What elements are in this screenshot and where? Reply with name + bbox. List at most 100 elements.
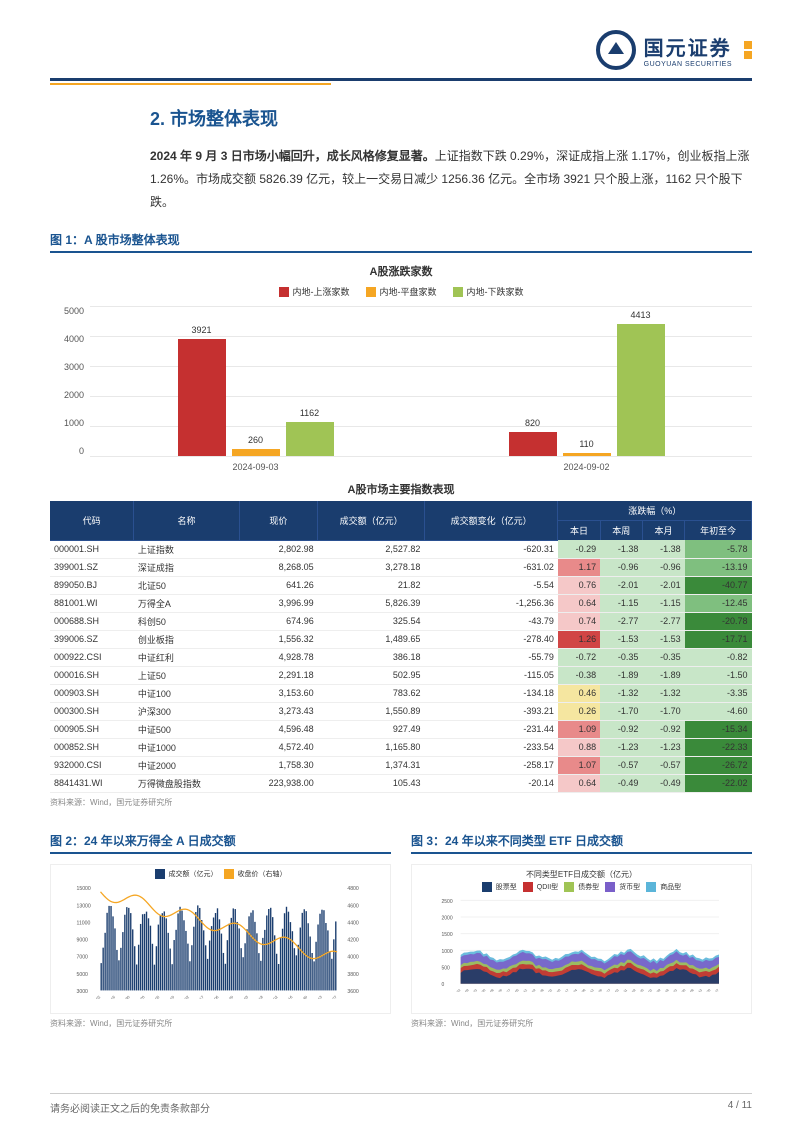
svg-text:5000: 5000 [77, 972, 89, 978]
fig1-caption: 图 1：A 股市场整体表现 [50, 231, 752, 253]
bar: 3921 [178, 339, 226, 457]
table-row: 000905.SH中证5004,596.48927.49-231.441.09-… [50, 720, 752, 738]
table-row: 000300.SH沪深3003,273.431,550.89-393.210.2… [50, 702, 752, 720]
svg-text:2024-01-02: 2024-01-02 [84, 995, 101, 999]
svg-text:2024-03-19: 2024-03-19 [158, 995, 175, 999]
table-row: 881001.WI万得全A3,996.995,826.39-1,256.360.… [50, 594, 752, 612]
table-row: 000922.CSI中证红利4,928.78386.18-55.79-0.72-… [50, 648, 752, 666]
fig1-plot: 500040003000200010000 392126011622024-09… [90, 306, 752, 456]
table-row: 000688.SH科创50674.96325.54-43.790.74-2.77… [50, 612, 752, 630]
svg-text:2024-07-16: 2024-07-16 [277, 995, 294, 999]
svg-text:3600: 3600 [347, 989, 359, 995]
svg-text:2024-05-06: 2024-05-06 [203, 995, 220, 999]
svg-text:1500: 1500 [442, 932, 453, 938]
svg-text:7000: 7000 [77, 955, 89, 961]
company-logo-icon [596, 30, 636, 70]
fig1-chart-title: A股涨跌家数 [50, 263, 752, 279]
footer-page: 4 / 11 [728, 1100, 752, 1115]
svg-text:2024-02-20: 2024-02-20 [129, 995, 146, 999]
table-head: 代码名称现价成交额（亿元）成交额变化（亿元）涨跌幅（%）本日本周本月年初至今 [50, 501, 752, 540]
table-row: 899050.BJ北证50641.2621.82-5.540.76-2.01-2… [50, 576, 752, 594]
rule-primary [50, 78, 752, 81]
fig1-table-title: A股市场主要指数表现 [50, 481, 752, 497]
bar: 110 [563, 453, 611, 456]
table-row: 8841431.WI万得微盘股指数223,938.00105.43-20.140… [50, 774, 752, 792]
svg-text:2024-03-05: 2024-03-05 [144, 995, 161, 999]
section-number: 2. [150, 109, 165, 129]
svg-text:2000: 2000 [442, 915, 453, 921]
svg-text:2024-04-02: 2024-04-02 [173, 995, 190, 999]
svg-text:13000: 13000 [77, 903, 91, 909]
logo: 国元证券 GUOYUAN SECURITIES [596, 30, 752, 70]
svg-text:2024-01-16: 2024-01-16 [99, 995, 116, 999]
table-row: 932000.CSI中证20001,758.301,374.31-258.171… [50, 756, 752, 774]
section-name: 市场整体表现 [170, 109, 278, 129]
fig1-source: 资料来源：Wind，国元证券研究所 [50, 797, 752, 808]
header: 国元证券 GUOYUAN SECURITIES [50, 30, 752, 70]
logo-cn: 国元证券 [644, 32, 732, 61]
legend-item: 内地-下跌家数 [453, 285, 524, 298]
svg-text:2024-08-27: 2024-08-27 [321, 995, 338, 999]
svg-text:1000: 1000 [442, 949, 453, 955]
svg-text:4600: 4600 [347, 903, 359, 909]
rule-accent [50, 83, 331, 85]
section-title: 2. 市场整体表现 [150, 105, 752, 131]
fig1-chart: A股涨跌家数 内地-上涨家数 内地-平盘家数 内地-下跌家数 50004000300… [50, 263, 752, 463]
svg-text:2024-01-02: 2024-01-02 [447, 988, 462, 992]
svg-text:4400: 4400 [347, 920, 359, 926]
table-row: 000852.SH中证10004,572.401,165.80-233.540.… [50, 738, 752, 756]
svg-text:3000: 3000 [77, 989, 89, 995]
svg-text:4800: 4800 [347, 886, 359, 892]
svg-text:500: 500 [442, 965, 451, 971]
fig3-chart: 不同类型ETF日成交额（亿元） 股票型QDII型债券型货币型商品型 0 500 10… [411, 864, 752, 1014]
svg-text:9000: 9000 [77, 937, 89, 943]
fig3-caption: 图 3：24 年以来不同类型 ETF 日成交额 [411, 832, 752, 854]
bar: 1162 [286, 422, 334, 457]
svg-text:11000: 11000 [77, 920, 91, 926]
svg-text:2024-07-02: 2024-07-02 [262, 995, 279, 999]
svg-text:4200: 4200 [347, 937, 359, 943]
fig1-legend: 内地-上涨家数 内地-平盘家数 内地-下跌家数 [50, 285, 752, 298]
svg-text:2024-06-18: 2024-06-18 [247, 995, 264, 999]
svg-text:2024-05-20: 2024-05-20 [218, 995, 235, 999]
bar: 260 [232, 449, 280, 457]
fig3-source: 资料来源：Wind，国元证券研究所 [411, 1018, 752, 1029]
logo-en: GUOYUAN SECURITIES [644, 61, 732, 68]
footer-disclaimer: 请务必阅读正文之后的免责条款部分 [50, 1100, 210, 1115]
table-row: 000001.SH上证指数2,802.982,527.82-620.31-0.2… [50, 540, 752, 558]
svg-text:2024-06-03: 2024-06-03 [232, 995, 249, 999]
svg-text:2024-04-17: 2024-04-17 [188, 995, 205, 999]
logo-accent-icon [744, 41, 752, 59]
svg-text:0: 0 [442, 982, 445, 988]
fig3-svg: 050010001500200025002024-01-022024-01-09… [416, 892, 747, 992]
fig2-legend: 成交额（亿元）收盘价（右轴） [55, 869, 386, 879]
svg-text:2500: 2500 [442, 899, 453, 905]
summary-lead: 2024 年 9 月 3 日市场小幅回升，成长风格修复显著。 [150, 149, 435, 163]
table-body: 000001.SH上证指数2,802.982,527.82-620.31-0.2… [50, 540, 752, 792]
legend-item: 内地-平盘家数 [366, 285, 437, 298]
table-row: 399001.SZ深证成指8,268.053,278.18-631.021.17… [50, 558, 752, 576]
table-row: 000016.SH上证502,291.18502.95-115.05-0.38-… [50, 666, 752, 684]
fig1-bars: 392126011622024-09-0382011044132024-09-0… [90, 306, 752, 456]
fig1-yaxis: 500040003000200010000 [52, 306, 84, 456]
svg-text:15000: 15000 [77, 886, 91, 892]
fig2-svg: 3000500070009000110001300015000360038004… [55, 879, 386, 999]
svg-text:4000: 4000 [347, 955, 359, 961]
legend-item: 内地-上涨家数 [279, 285, 350, 298]
bar: 820 [509, 432, 557, 457]
fig2-chart: 成交额（亿元）收盘价（右轴） 3000 5000 7000 9000 11000 1300… [50, 864, 391, 1014]
bar-group: 82011044132024-09-02 [421, 306, 752, 456]
fig3-legend: 股票型QDII型债券型货币型商品型 [416, 882, 747, 892]
svg-text:2024-08-13: 2024-08-13 [306, 995, 323, 999]
footer: 请务必阅读正文之后的免责条款部分 4 / 11 [50, 1093, 752, 1115]
fig2-source: 资料来源：Wind，国元证券研究所 [50, 1018, 391, 1029]
svg-text:2024-01-30: 2024-01-30 [114, 995, 131, 999]
table-row: 000903.SH中证1003,153.60783.62-134.180.46-… [50, 684, 752, 702]
fig1-table: 代码名称现价成交额（亿元）成交额变化（亿元）涨跌幅（%）本日本周本月年初至今 0… [50, 501, 752, 793]
svg-text:2024-07-30: 2024-07-30 [291, 995, 308, 999]
fig3-chart-title: 不同类型ETF日成交额（亿元） [416, 869, 747, 880]
bar: 4413 [617, 324, 665, 456]
summary-paragraph: 2024 年 9 月 3 日市场小幅回升，成长风格修复显著。上证指数下跌 0.2… [150, 145, 752, 213]
table-row: 399006.SZ创业板指1,556.321,489.65-278.401.26… [50, 630, 752, 648]
fig2-caption: 图 2：24 年以来万得全 A 日成交额 [50, 832, 391, 854]
